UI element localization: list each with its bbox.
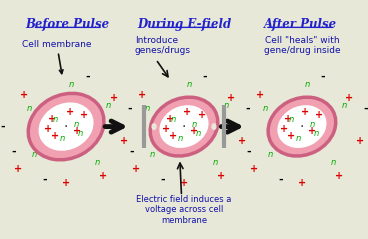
Text: n: n <box>305 80 310 89</box>
Text: n: n <box>150 150 155 159</box>
Text: Electric field induces a
voltage across cell
membrane: Electric field induces a voltage across … <box>136 195 232 225</box>
Text: n: n <box>331 158 336 167</box>
Text: +: + <box>166 114 174 125</box>
Text: ·: · <box>64 120 68 134</box>
Text: -: - <box>118 122 123 132</box>
Text: During E-field: During E-field <box>137 18 231 31</box>
Text: -: - <box>247 147 251 156</box>
Ellipse shape <box>159 105 209 148</box>
Text: +: + <box>284 114 292 125</box>
Text: +: + <box>335 171 343 181</box>
Text: +: + <box>110 93 118 103</box>
Text: -: - <box>11 147 15 156</box>
Text: +: + <box>184 107 192 117</box>
Text: n: n <box>268 150 273 159</box>
Ellipse shape <box>28 93 104 160</box>
Text: +: + <box>280 124 289 134</box>
Text: -: - <box>321 72 325 82</box>
Text: -: - <box>203 72 208 82</box>
Text: n: n <box>171 115 176 124</box>
Text: +: + <box>256 90 264 100</box>
Text: +: + <box>308 126 316 136</box>
Text: n: n <box>310 120 315 129</box>
Text: -: - <box>129 147 134 156</box>
Text: n: n <box>74 120 79 129</box>
Text: -: - <box>160 175 165 185</box>
Text: n: n <box>187 80 192 89</box>
Text: After Pulse: After Pulse <box>263 18 337 31</box>
Text: +: + <box>301 107 309 117</box>
Text: +: + <box>120 136 128 146</box>
Text: n: n <box>342 101 347 110</box>
Ellipse shape <box>268 97 336 156</box>
Text: ·: · <box>300 120 304 134</box>
Text: -: - <box>85 72 89 82</box>
Text: Cell membrane: Cell membrane <box>22 40 92 74</box>
Ellipse shape <box>152 123 157 130</box>
Text: Before Pulse: Before Pulse <box>26 18 110 31</box>
Text: +: + <box>162 124 170 134</box>
Text: n: n <box>289 115 294 124</box>
Text: Cell "heals" with
gene/drug inside: Cell "heals" with gene/drug inside <box>263 36 340 55</box>
Text: +: + <box>287 131 296 141</box>
Text: +: + <box>79 110 88 120</box>
Text: Introduce
genes/drugs: Introduce genes/drugs <box>135 36 191 55</box>
Text: +: + <box>298 178 306 188</box>
Text: +: + <box>138 90 146 100</box>
Text: n: n <box>53 115 58 124</box>
Text: +: + <box>72 126 81 136</box>
Text: -: - <box>245 104 250 114</box>
Text: +: + <box>45 124 53 134</box>
Text: +: + <box>52 131 60 141</box>
Text: -: - <box>43 175 47 185</box>
Text: n: n <box>69 80 74 89</box>
Text: +: + <box>346 93 354 103</box>
Text: n: n <box>106 101 111 110</box>
Ellipse shape <box>211 123 216 130</box>
Text: +: + <box>180 178 188 188</box>
Text: +: + <box>217 171 225 181</box>
Text: n: n <box>213 158 218 167</box>
Ellipse shape <box>39 102 93 151</box>
Text: +: + <box>169 131 177 141</box>
Text: n: n <box>144 104 150 113</box>
Ellipse shape <box>150 97 218 156</box>
Text: n: n <box>192 120 197 129</box>
Text: +: + <box>238 136 246 146</box>
Text: -: - <box>127 104 132 114</box>
Text: n: n <box>95 158 100 167</box>
Text: +: + <box>66 107 74 117</box>
Text: n: n <box>195 129 201 138</box>
Text: +: + <box>132 164 141 174</box>
Text: +: + <box>315 110 323 120</box>
Text: n: n <box>26 104 32 113</box>
Text: n: n <box>32 150 37 159</box>
Text: +: + <box>227 93 236 103</box>
Text: n: n <box>78 129 83 138</box>
Text: -: - <box>0 122 5 132</box>
Ellipse shape <box>277 105 326 148</box>
Text: +: + <box>198 110 206 120</box>
Text: n: n <box>60 134 65 143</box>
Text: +: + <box>14 164 22 174</box>
Text: -: - <box>279 175 283 185</box>
Text: +: + <box>99 171 107 181</box>
Text: n: n <box>314 129 319 138</box>
Text: n: n <box>178 134 183 143</box>
Text: n: n <box>296 134 301 143</box>
Text: +: + <box>20 90 28 100</box>
Text: -: - <box>363 104 368 114</box>
Text: +: + <box>191 126 199 136</box>
Text: n: n <box>262 104 268 113</box>
Text: ·: · <box>182 120 186 134</box>
Text: +: + <box>62 178 70 188</box>
Text: +: + <box>48 114 56 125</box>
Text: +: + <box>356 136 364 146</box>
Text: -: - <box>236 122 241 132</box>
Text: n: n <box>224 101 229 110</box>
Text: +: + <box>250 164 258 174</box>
